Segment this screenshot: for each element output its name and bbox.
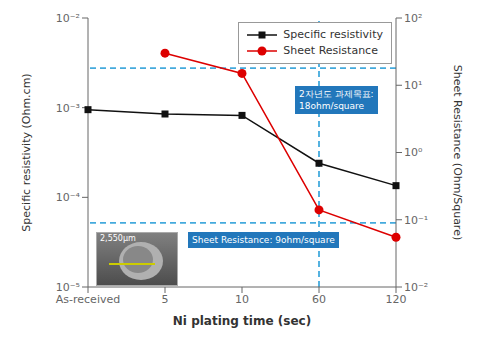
svg-text:10: 10	[235, 293, 249, 306]
svg-text:Sheet Resistance (Ohm/Square): Sheet Resistance (Ohm/Square)	[451, 65, 464, 240]
svg-text:10⁻²: 10⁻²	[404, 281, 428, 294]
svg-text:10⁻⁴: 10⁻⁴	[56, 191, 81, 204]
svg-text:60: 60	[312, 293, 326, 306]
html-text:Specific resistivity: Specific resistivity	[283, 28, 383, 41]
svg-text:10⁰: 10⁰	[404, 146, 423, 159]
svg-text:10²: 10²	[404, 12, 422, 25]
svg-text:10⁻²: 10⁻²	[56, 12, 80, 25]
svg-text:As-received: As-received	[56, 293, 120, 306]
svg-text:10¹: 10¹	[404, 79, 422, 92]
svg-text:120: 120	[386, 293, 407, 306]
html-text:Sheet Resistance: Sheet Resistance	[283, 44, 378, 57]
svg-text:10⁻³: 10⁻³	[56, 102, 80, 115]
html-text:2자년도 과제목표: 18ohm/square: 2자년도 과제목표: 18ohm/square	[299, 89, 374, 111]
svg-text:5: 5	[162, 293, 169, 306]
svg-text:Specific resistivity (Ohm.cm): Specific resistivity (Ohm.cm)	[20, 73, 33, 231]
svg-text:10⁻¹: 10⁻¹	[404, 214, 428, 227]
svg-text:Ni plating time (sec): Ni plating time (sec)	[173, 314, 311, 328]
svg-text:10⁻⁵: 10⁻⁵	[56, 281, 80, 294]
html-text:2,550μm: 2,550μm	[100, 234, 136, 243]
html-text:Sheet Resistance: 9ohm/square: Sheet Resistance: 9ohm/square	[192, 235, 335, 245]
